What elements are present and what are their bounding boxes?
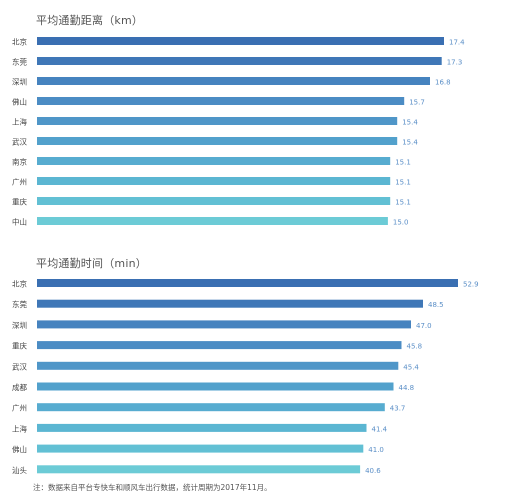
time-value-label: 45.4: [403, 363, 419, 371]
time-bar: [37, 279, 458, 287]
time-bar: [37, 341, 402, 350]
distance-chart-title: 平均通勤距离（km）: [36, 14, 144, 27]
distance-bar: [37, 77, 430, 85]
distance-value-label: 17.3: [447, 59, 463, 67]
distance-category-label: 武汉: [12, 137, 27, 147]
distance-value-label: 15.4: [402, 139, 418, 147]
distance-value-label: 15.1: [395, 179, 411, 187]
time-bar: [37, 299, 423, 308]
distance-category-label: 佛山: [12, 97, 27, 107]
distance-bar: [37, 157, 391, 165]
time-value-label: 52.9: [463, 281, 479, 289]
distance-bar: [37, 117, 398, 125]
distance-category-label: 中山: [12, 217, 27, 227]
time-value-label: 48.5: [428, 301, 444, 309]
distance-bar: [37, 137, 398, 145]
distance-category-label: 深圳: [12, 77, 27, 87]
time-bar: [37, 320, 411, 329]
time-bar: [37, 444, 364, 453]
distance-category-label: 北京: [12, 37, 27, 47]
distance-category-label: 广州: [12, 177, 27, 187]
time-category-label: 北京: [12, 279, 27, 289]
time-category-label: 汕头: [12, 465, 27, 475]
distance-bar: [37, 97, 405, 105]
time-bar: [37, 403, 385, 412]
distance-bar: [37, 197, 391, 205]
distance-bar: [37, 177, 391, 185]
distance-value-label: 15.1: [395, 199, 411, 207]
time-value-label: 44.8: [399, 384, 415, 392]
time-category-label: 深圳: [12, 320, 27, 330]
distance-value-label: 17.4: [449, 39, 465, 47]
time-value-label: 47.0: [416, 322, 432, 330]
distance-category-label: 东莞: [12, 57, 27, 67]
distance-value-label: 15.0: [393, 219, 409, 227]
distance-bar: [37, 57, 442, 65]
time-value-label: 40.6: [365, 467, 381, 475]
distance-category-label: 南京: [12, 157, 27, 167]
distance-value-label: 15.1: [395, 159, 411, 167]
time-category-label: 武汉: [12, 361, 27, 371]
time-category-label: 上海: [12, 423, 27, 433]
time-bar: [37, 465, 361, 474]
time-category-label: 佛山: [12, 444, 27, 454]
time-bar-chart: 北京 52.9 东莞 48.5 深圳 47.0 重庆 45.8 武汉 45.4 成都 44.8 广州 43…: [12, 279, 479, 475]
time-category-label: 成都: [12, 382, 27, 392]
distance-value-label: 16.8: [435, 79, 451, 87]
time-value-label: 41.0: [368, 446, 384, 454]
time-category-label: 东莞: [12, 299, 27, 309]
distance-bar: [37, 217, 388, 225]
time-value-label: 43.7: [390, 405, 406, 413]
time-value-label: 45.8: [407, 343, 423, 351]
time-bar: [37, 382, 394, 391]
time-bar: [37, 361, 399, 370]
time-chart-title: 平均通勤时间（min）: [36, 257, 147, 270]
distance-value-label: 15.4: [402, 119, 418, 127]
footnote: 注：数据来自平台专快车和顺风车出行数据，统计周期为2017年11月。: [33, 483, 272, 492]
distance-category-label: 重庆: [12, 197, 27, 207]
distance-value-label: 15.7: [409, 99, 425, 107]
time-bar: [37, 423, 367, 432]
distance-category-label: 上海: [12, 117, 27, 127]
distance-bar: [37, 37, 444, 45]
time-category-label: 广州: [12, 403, 27, 413]
time-category-label: 重庆: [12, 341, 27, 351]
time-value-label: 41.4: [372, 425, 388, 433]
distance-bar-chart: 北京 17.4 东莞 17.3 深圳 16.8 佛山 15.7 上海 15.4 武汉 15.4 南京 15…: [12, 37, 465, 227]
